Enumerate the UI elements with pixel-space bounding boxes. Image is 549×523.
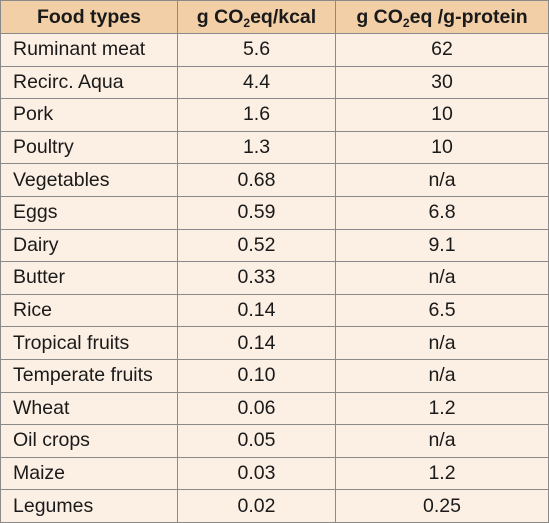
- co2-per-protein-cell: 0.25: [335, 489, 549, 523]
- co2-per-protein-cell: 9.1: [335, 228, 549, 263]
- co2-per-kcal-cell: 0.05: [177, 424, 336, 458]
- header-co2-per-kcal: g CO2eq/kcal: [177, 0, 336, 34]
- header-row: Food types g CO2eq/kcal g CO2eq /g-prote…: [0, 0, 549, 34]
- co2-per-protein-cell: n/a: [335, 261, 549, 295]
- co2-per-kcal-cell: 0.06: [177, 391, 336, 426]
- co2-per-kcal-cell: 0.02: [177, 489, 336, 523]
- co2-per-protein-cell: 10: [335, 130, 549, 165]
- food-type-cell: Vegetables: [0, 163, 178, 197]
- food-type-cell: Tropical fruits: [0, 326, 178, 360]
- co2-per-kcal-cell: 0.14: [177, 326, 336, 360]
- header-protein-prefix: g CO: [356, 5, 403, 28]
- co2-per-kcal-cell: 1.6: [177, 98, 336, 132]
- table-row: Pork 1.6 10: [0, 98, 549, 132]
- table-row: Dairy 0.52 9.1: [0, 228, 549, 263]
- header-kcal-prefix: g CO: [196, 5, 244, 28]
- co2-per-protein-cell: n/a: [335, 358, 549, 393]
- co2-per-protein-cell: n/a: [335, 163, 549, 197]
- table-row: Ruminant meat 5.6 62: [0, 33, 549, 67]
- table-row: Oil crops 0.05 n/a: [0, 424, 549, 458]
- food-type-cell: Legumes: [0, 489, 178, 523]
- co2-per-protein-cell: 62: [335, 33, 549, 67]
- table-row: Tropical fruits 0.14 n/a: [0, 326, 549, 360]
- co2-per-kcal-cell: 0.03: [177, 456, 336, 491]
- co2-per-protein-cell: n/a: [335, 326, 549, 360]
- co2-per-protein-cell: 6.5: [335, 293, 549, 328]
- table-row: Maize 0.03 1.2: [0, 456, 549, 491]
- header-kcal-suffix: eq/kcal: [250, 5, 317, 28]
- food-type-cell: Wheat: [0, 391, 178, 426]
- co2-per-kcal-cell: 4.4: [177, 65, 336, 100]
- food-type-cell: Butter: [0, 261, 178, 295]
- header-co2-per-protein: g CO2eq /g-protein: [335, 0, 549, 34]
- co2-per-protein-cell: 30: [335, 65, 549, 100]
- co2-per-kcal-cell: 5.6: [177, 33, 336, 67]
- food-type-cell: Ruminant meat: [0, 33, 178, 67]
- table-row: Rice 0.14 6.5: [0, 293, 549, 328]
- co2-per-protein-cell: n/a: [335, 424, 549, 458]
- co2-per-protein-cell: 1.2: [335, 456, 549, 491]
- table-row: Legumes 0.02 0.25: [0, 489, 549, 523]
- header-protein-suffix: eq /g-protein: [409, 5, 528, 28]
- co2-per-kcal-cell: 1.3: [177, 130, 336, 165]
- co2-per-protein-cell: 6.8: [335, 195, 549, 230]
- table-row: Eggs 0.59 6.8: [0, 195, 549, 230]
- table-row: Vegetables 0.68 n/a: [0, 163, 549, 197]
- co2-per-kcal-cell: 0.68: [177, 163, 336, 197]
- food-type-cell: Maize: [0, 456, 178, 491]
- co2-per-kcal-cell: 0.52: [177, 228, 336, 263]
- food-type-cell: Poultry: [0, 130, 178, 165]
- co2-per-kcal-cell: 0.59: [177, 195, 336, 230]
- co2-per-protein-cell: 1.2: [335, 391, 549, 426]
- food-type-cell: Recirc. Aqua: [0, 65, 178, 100]
- co2-per-kcal-cell: 0.33: [177, 261, 336, 295]
- table-row: Wheat 0.06 1.2: [0, 391, 549, 426]
- food-type-cell: Oil crops: [0, 424, 178, 458]
- table-body: Ruminant meat 5.6 62 Recirc. Aqua 4.4 30 Pork 1…: [0, 33, 549, 523]
- co2-per-kcal-cell: 0.10: [177, 358, 336, 393]
- co2-per-protein-cell: 10: [335, 98, 549, 132]
- table-row: Temperate fruits 0.10 n/a: [0, 358, 549, 393]
- header-food-types: Food types: [0, 0, 178, 34]
- header-food-types-label: Food types: [36, 5, 141, 28]
- food-type-cell: Pork: [0, 98, 178, 132]
- food-type-cell: Dairy: [0, 228, 178, 263]
- table-row: Recirc. Aqua 4.4 30: [0, 65, 549, 100]
- table-header: Food types g CO2eq/kcal g CO2eq /g-prote…: [0, 0, 549, 34]
- table-row: Butter 0.33 n/a: [0, 261, 549, 295]
- header-kcal-subscript: 2: [243, 15, 251, 30]
- header-protein-subscript: 2: [402, 15, 410, 30]
- food-type-cell: Temperate fruits: [0, 358, 178, 393]
- food-type-cell: Eggs: [0, 195, 178, 230]
- co2-per-kcal-cell: 0.14: [177, 293, 336, 328]
- food-type-cell: Rice: [0, 293, 178, 328]
- table-row: Poultry 1.3 10: [0, 130, 549, 165]
